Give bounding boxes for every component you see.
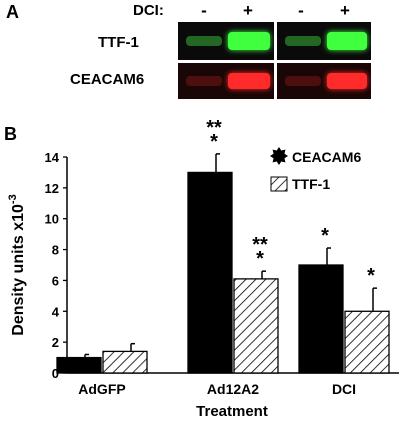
significance-marker: * — [321, 225, 329, 247]
lane-sign-1: - — [201, 1, 207, 20]
y-tick-label: 6 — [52, 273, 59, 288]
band-ttf1-lane2 — [228, 32, 270, 50]
bar-ceacam6-adgfp — [56, 356, 102, 374]
band-ceacam6-lane3 — [285, 76, 321, 86]
x-tick-label: Ad12A2 — [207, 381, 259, 397]
x-tick-label: DCI — [332, 381, 356, 397]
panel-a-letter: A — [6, 2, 19, 22]
y-tick-label: 2 — [52, 335, 59, 350]
blot-ceacam6-right — [277, 63, 371, 99]
y-axis-label: Density units x10-3 — [7, 194, 27, 335]
band-ceacam6-lane2 — [228, 73, 270, 89]
y-tick-label: 12 — [45, 181, 59, 196]
significance-marker: ** — [206, 117, 222, 139]
bar-ceacam6-ad12a2 — [187, 171, 233, 374]
blot-ttf1-right — [277, 22, 371, 60]
band-ttf1-lane3 — [285, 36, 321, 46]
significance-marker: * — [210, 131, 218, 153]
y-tick-label: 14 — [45, 150, 60, 165]
blot-ttf1-left — [178, 22, 274, 60]
panel-b-letter: B — [4, 124, 17, 144]
x-tick-label: AdGFP — [78, 381, 125, 397]
significance-marker: ** — [252, 234, 268, 256]
y-tick-label: 10 — [45, 212, 59, 227]
band-ceacam6-lane4 — [327, 73, 367, 89]
y-tick-label: 8 — [52, 243, 59, 258]
x-axis-label: Treatment — [196, 403, 268, 420]
lane-sign-2: + — [243, 1, 253, 20]
band-ttf1-lane1 — [186, 36, 222, 46]
lane-sign-4: + — [340, 1, 350, 20]
legend-swatch-ttf1 — [270, 176, 288, 192]
band-ceacam6-lane1 — [186, 76, 222, 86]
legend-swatch-ceacam6 — [270, 147, 288, 165]
significance-marker: * — [256, 248, 264, 270]
band-ttf1-lane4 — [327, 32, 367, 50]
blot-row-label-ttf1: TTF-1 — [98, 34, 139, 51]
y-tick-label: 0 — [52, 366, 59, 381]
bar-ttf-1-dci — [344, 310, 390, 374]
bar-ceacam6-dci — [298, 264, 344, 374]
bar-ttf-1-ad12a2 — [233, 278, 279, 374]
legend-label-ttf1: TTF-1 — [292, 176, 330, 192]
dci-label: DCI: — [133, 2, 164, 19]
legend-label-ceacam6: CEACAM6 — [292, 149, 361, 165]
bar-ttf-1-adgfp — [102, 350, 148, 374]
significance-marker: * — [367, 265, 375, 287]
lane-sign-3: - — [298, 1, 304, 20]
blot-row-label-ceacam6: CEACAM6 — [70, 71, 145, 88]
blot-ceacam6-left — [178, 63, 274, 99]
y-tick-label: 4 — [52, 304, 60, 319]
